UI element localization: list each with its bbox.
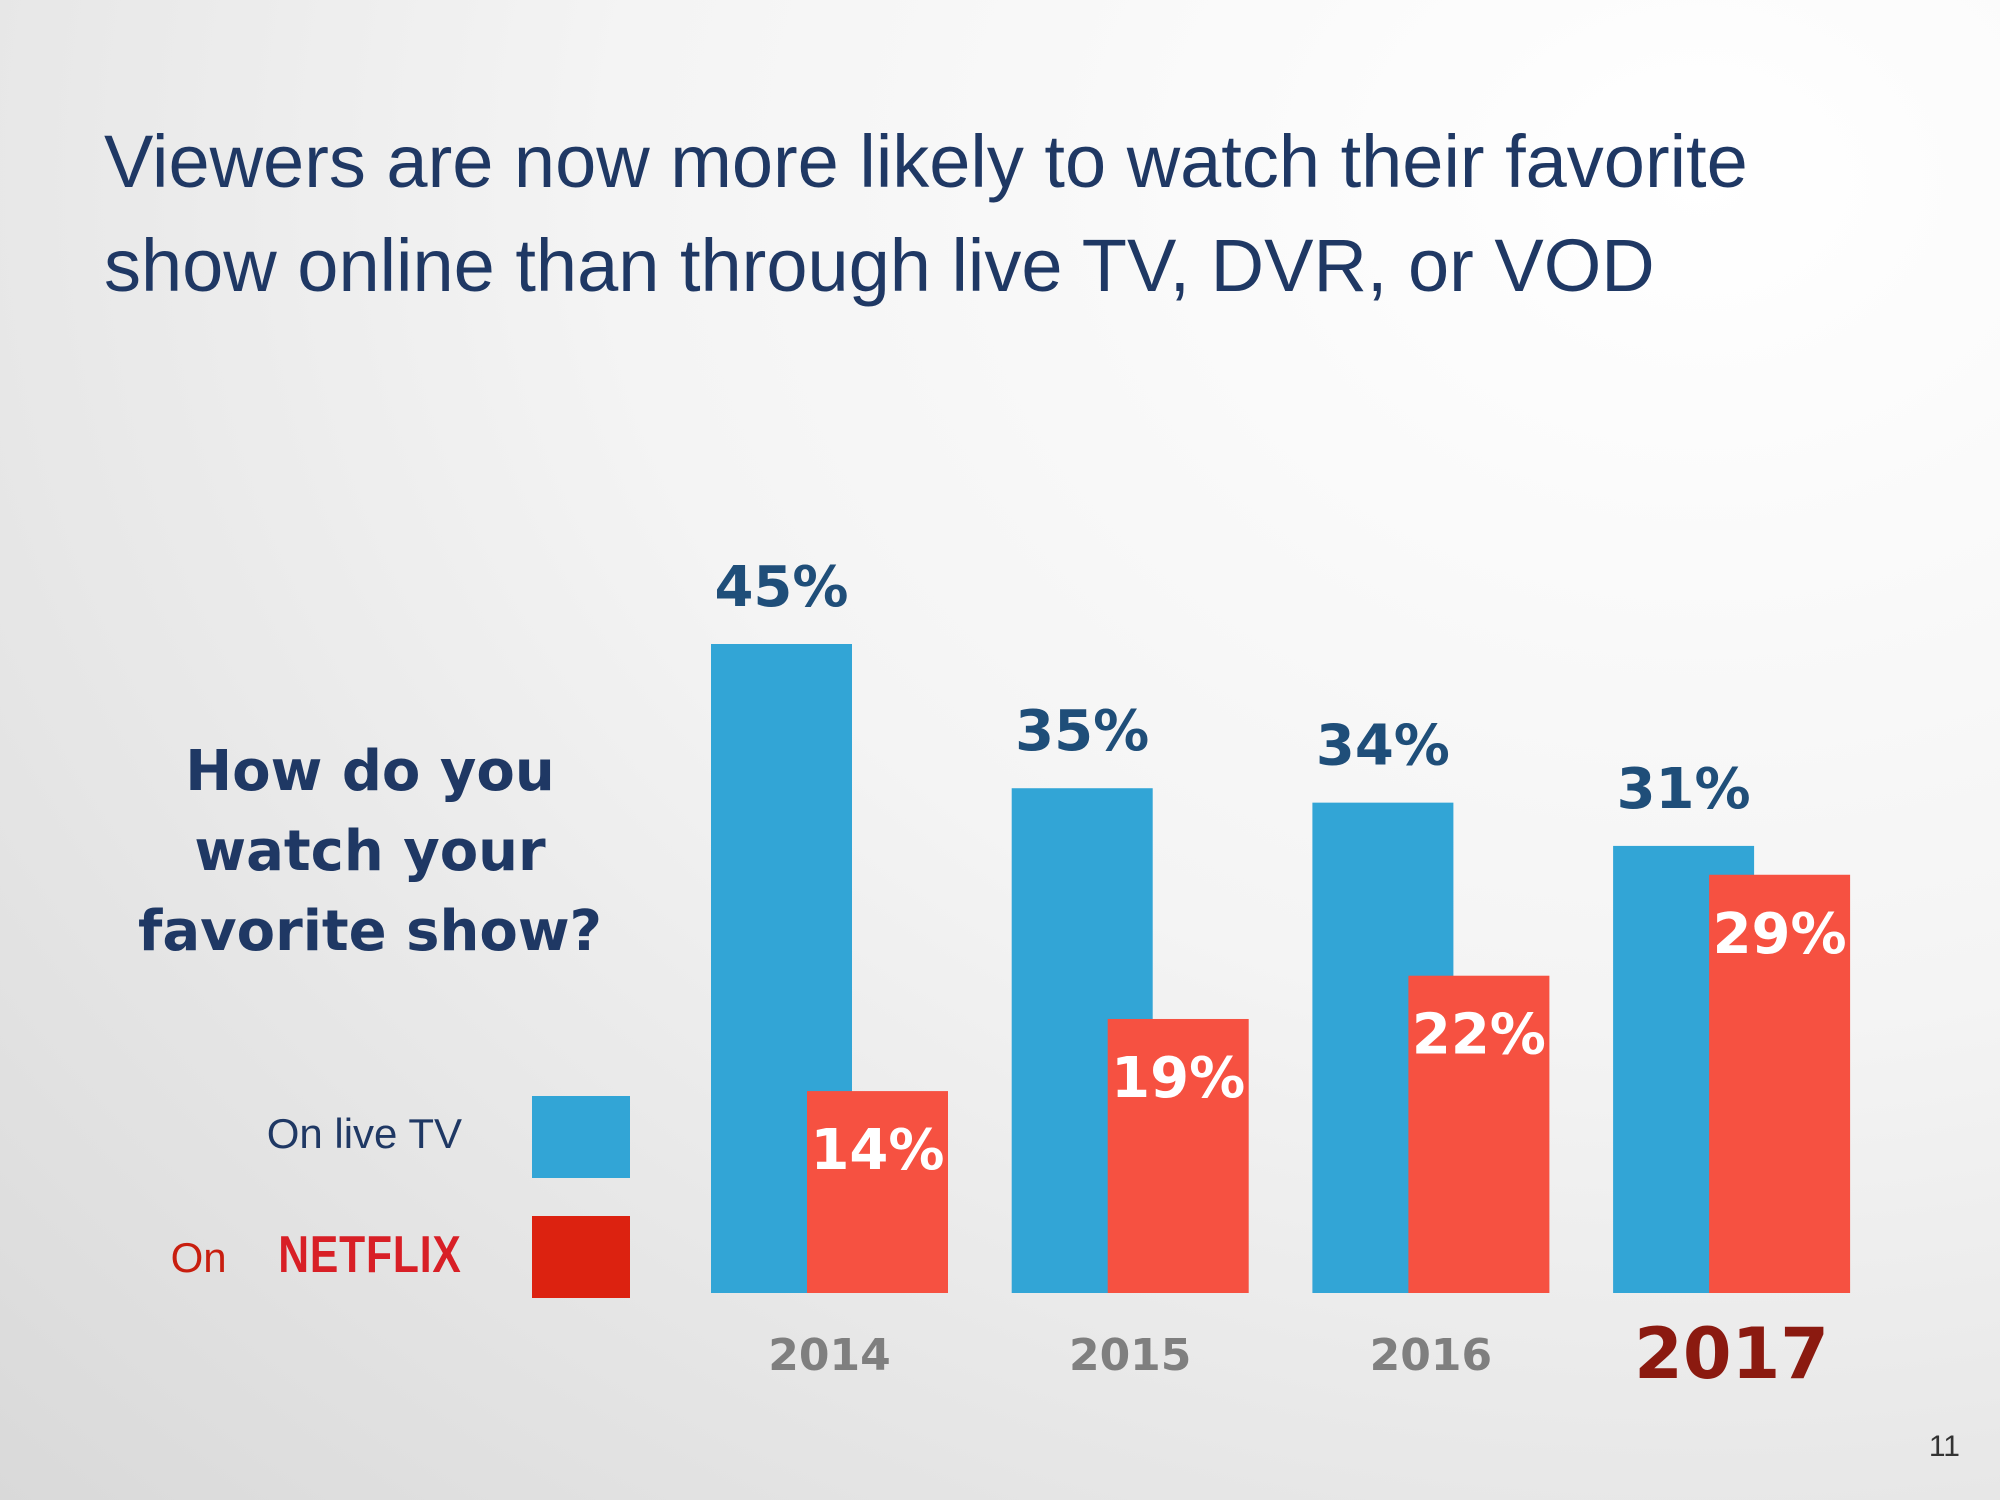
slide-title-line-1: Viewers are now more likely to watch the… <box>104 120 1748 203</box>
question-line-1: How do you <box>185 739 555 804</box>
x-tick-label-2015: 2015 <box>1069 1330 1191 1381</box>
legend-swatch-live-tv <box>532 1096 630 1178</box>
legend-swatch-netflix <box>532 1216 630 1298</box>
value-label-netflix-2015: 19% <box>1111 1046 1245 1111</box>
bar-netflix-2015 <box>1107 1018 1249 1293</box>
page-number: 11 <box>1928 1430 1960 1463</box>
legend-label-live-tv: On live TV <box>266 1110 462 1157</box>
chart-question: How do you watch your favorite show? <box>100 732 640 972</box>
value-label-netflix-2016: 22% <box>1412 1003 1546 1068</box>
value-label-netflix-2014: 14% <box>810 1118 944 1183</box>
bar-netflix-2016 <box>1408 975 1550 1293</box>
value-label-netflix-2017: 29% <box>1713 902 1847 967</box>
question-line-3: favorite show? <box>137 899 603 964</box>
bar-netflix-2017 <box>1709 874 1851 1293</box>
legend-label-netflix: On NETFLIX <box>42 1225 462 1285</box>
x-tick-label-2016: 2016 <box>1370 1330 1492 1381</box>
legend-netflix-prefix: On <box>170 1234 239 1281</box>
value-label-live-tv-2014: 45% <box>714 555 848 620</box>
value-label-live-tv-2016: 34% <box>1316 714 1450 779</box>
value-label-live-tv-2017: 31% <box>1617 757 1751 822</box>
slide-title-line-2: show online than through live TV, DVR, o… <box>104 224 1655 307</box>
netflix-logo: NETFLIX <box>278 1226 462 1284</box>
question-line-2: watch your <box>194 819 546 884</box>
slide-title: Viewers are now more likely to watch the… <box>104 110 1904 318</box>
x-tick-label-2017: 2017 <box>1634 1313 1829 1395</box>
x-tick-label-2014: 2014 <box>768 1330 890 1381</box>
bar-netflix-2014 <box>807 1091 948 1293</box>
value-label-live-tv-2015: 35% <box>1015 699 1149 764</box>
